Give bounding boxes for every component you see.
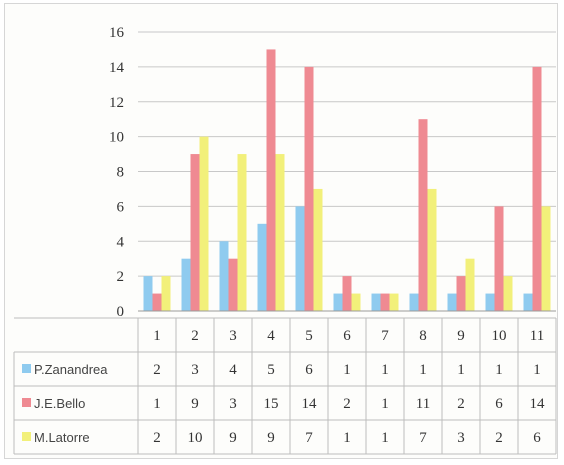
y-tick-label: 4 — [117, 234, 125, 250]
x-tick-label: 8 — [419, 328, 427, 344]
data-label: 2 — [153, 430, 161, 446]
x-tick-label: 10 — [492, 328, 507, 344]
data-label: 3 — [229, 396, 237, 412]
legend-swatch — [22, 364, 31, 373]
bar — [342, 276, 352, 311]
bar — [351, 293, 361, 311]
legend-swatch — [22, 432, 31, 441]
data-label: 1 — [153, 396, 161, 412]
data-label: 2 — [495, 430, 503, 446]
bar — [333, 293, 343, 311]
bar — [143, 276, 153, 311]
bar — [237, 154, 247, 311]
bar — [523, 293, 533, 311]
data-label: 1 — [533, 362, 541, 378]
bar — [532, 66, 542, 311]
data-label: 15 — [264, 396, 279, 412]
data-label: 9 — [191, 396, 199, 412]
x-tick-label: 6 — [343, 328, 351, 344]
data-label: 6 — [305, 362, 313, 378]
data-label: 10 — [188, 430, 203, 446]
data-label: 3 — [191, 362, 199, 378]
bar — [257, 223, 267, 311]
data-label: 4 — [229, 362, 237, 378]
legend-swatch — [22, 398, 31, 407]
x-tick-label: 7 — [381, 328, 389, 344]
bar — [485, 293, 495, 311]
legend-label: P.Zanandrea — [34, 362, 108, 377]
data-label: 1 — [495, 362, 503, 378]
bar — [199, 136, 209, 311]
data-label: 1 — [457, 362, 465, 378]
bar — [190, 154, 200, 311]
y-tick-label: 12 — [109, 95, 124, 111]
legend-label: M.Latorre — [34, 430, 90, 445]
bar — [219, 241, 229, 311]
y-tick-label: 6 — [117, 199, 125, 215]
bar — [465, 258, 475, 311]
y-tick-label: 2 — [117, 269, 125, 285]
bar — [275, 154, 285, 311]
data-label: 1 — [381, 430, 389, 446]
data-label: 11 — [416, 396, 430, 412]
x-tick-label: 3 — [229, 328, 237, 344]
data-label: 1 — [343, 430, 351, 446]
bar — [161, 276, 171, 311]
bar — [447, 293, 457, 311]
bar — [228, 258, 238, 311]
data-label: 1 — [381, 362, 389, 378]
data-label: 2 — [343, 396, 351, 412]
data-label: 1 — [343, 362, 351, 378]
y-tick-label: 8 — [117, 165, 125, 181]
bar — [181, 258, 191, 311]
x-tick-label: 1 — [153, 328, 161, 344]
bar — [418, 119, 428, 311]
bar — [380, 293, 390, 311]
bar — [409, 293, 419, 311]
x-tick-label: 2 — [191, 328, 199, 344]
x-tick-label: 11 — [530, 328, 544, 344]
data-label: 14 — [530, 396, 546, 412]
bar — [152, 293, 162, 311]
bar — [389, 293, 399, 311]
data-label: 1 — [419, 362, 427, 378]
data-label: 2 — [153, 362, 161, 378]
data-label: 5 — [267, 362, 275, 378]
bar — [313, 188, 323, 311]
bar — [541, 206, 551, 311]
data-label: 9 — [267, 430, 275, 446]
data-label: 9 — [229, 430, 237, 446]
y-tick-label: 16 — [109, 25, 125, 41]
bar — [427, 188, 437, 311]
y-tick-label: 14 — [109, 60, 125, 76]
bar — [503, 276, 513, 311]
x-tick-label: 4 — [267, 328, 275, 344]
data-label: 3 — [457, 430, 465, 446]
data-label: 6 — [533, 430, 541, 446]
data-label: 2 — [457, 396, 465, 412]
y-tick-label: 0 — [117, 304, 125, 320]
bar — [266, 49, 276, 311]
data-label: 7 — [419, 430, 427, 446]
bar — [371, 293, 381, 311]
data-label: 7 — [305, 430, 313, 446]
data-label: 1 — [381, 396, 389, 412]
x-tick-label: 9 — [457, 328, 465, 344]
y-tick-label: 10 — [109, 130, 124, 146]
legend-label: J.E.Bello — [34, 396, 85, 411]
x-tick-label: 5 — [305, 328, 313, 344]
bar — [304, 66, 314, 311]
bar — [494, 206, 504, 311]
bar — [295, 206, 305, 311]
bar — [456, 276, 466, 311]
data-label: 6 — [495, 396, 503, 412]
data-label: 14 — [302, 396, 318, 412]
